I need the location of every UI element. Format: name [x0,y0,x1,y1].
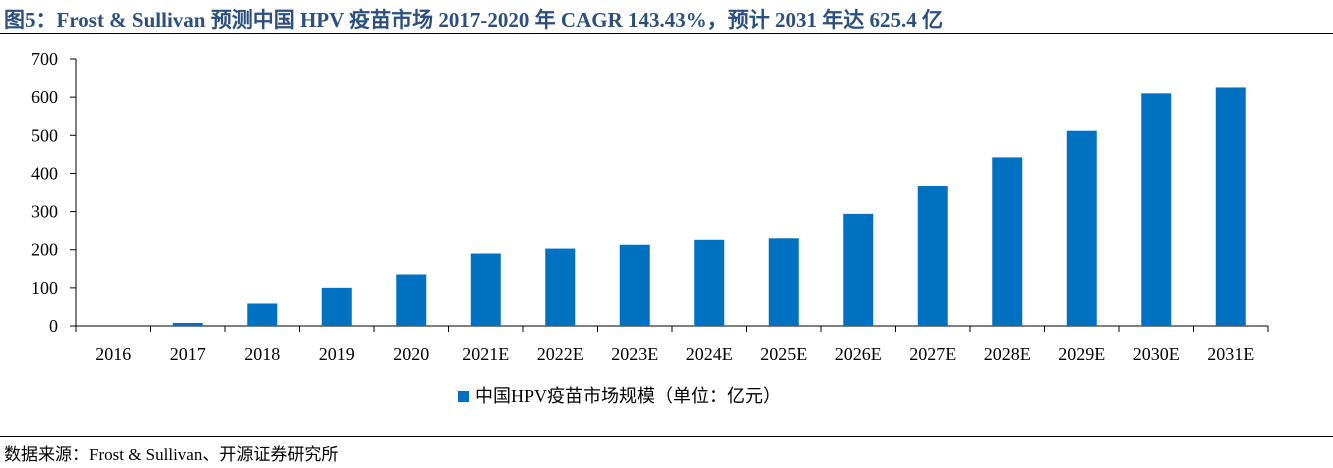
bar [992,157,1023,326]
y-tick-label: 100 [31,278,58,298]
source-divider [0,436,1333,437]
bar [619,244,650,326]
y-tick-label: 0 [49,316,58,336]
bar [694,239,725,326]
legend-swatch [458,391,469,402]
bar [470,253,501,326]
x-tick-label: 2030E [1133,344,1180,364]
x-tick-label: 2022E [537,344,584,364]
title-divider [0,33,1333,34]
x-tick-label: 2029E [1058,344,1105,364]
x-tick-label: 2027E [909,344,956,364]
x-tick-label: 2016 [95,344,131,364]
x-tick-label: 2018 [244,344,280,364]
bar [917,186,948,326]
legend-label: 中国HPV疫苗市场规模（单位：亿元） [475,386,781,406]
bar [545,248,576,326]
y-tick-label: 300 [31,202,58,222]
bar [321,287,352,326]
x-tick-label: 2017 [170,344,206,364]
bar [172,322,203,326]
x-tick-label: 2031E [1207,344,1254,364]
bar [247,303,278,326]
x-tick-label: 2024E [686,344,733,364]
bar [396,274,427,326]
bar [1141,93,1172,326]
y-tick-label: 500 [31,125,58,145]
y-tick-label: 700 [31,49,58,69]
bar [1066,130,1097,326]
bar [843,213,874,326]
chart-title: 图5：Frost & Sullivan 预测中国 HPV 疫苗市场 2017-2… [4,8,943,32]
y-tick-label: 200 [31,240,58,260]
bar [768,238,799,326]
source-note: 数据来源：Frost & Sullivan、开源证券研究所 [4,445,339,464]
x-tick-label: 2021E [462,344,509,364]
x-tick-label: 2020 [393,344,429,364]
x-tick-label: 2019 [319,344,355,364]
y-tick-label: 400 [31,163,58,183]
bar [1215,87,1246,326]
x-tick-label: 2026E [835,344,882,364]
x-tick-label: 2023E [611,344,658,364]
x-tick-label: 2028E [984,344,1031,364]
x-tick-label: 2025E [760,344,807,364]
y-tick-label: 600 [31,87,58,107]
